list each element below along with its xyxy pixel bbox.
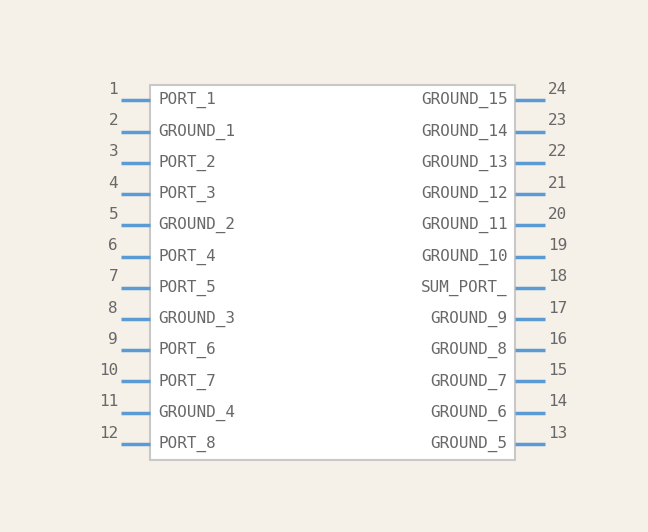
Text: 4: 4 (108, 176, 118, 190)
Text: GROUND_2: GROUND_2 (158, 217, 235, 234)
Text: GROUND_10: GROUND_10 (421, 248, 507, 264)
Text: GROUND_13: GROUND_13 (421, 155, 507, 171)
Text: 10: 10 (98, 363, 118, 378)
Text: 14: 14 (548, 394, 567, 409)
Text: 3: 3 (108, 144, 118, 159)
Text: 22: 22 (548, 144, 567, 159)
Text: GROUND_3: GROUND_3 (158, 311, 235, 327)
Bar (150, 85, 515, 460)
Text: 20: 20 (548, 207, 567, 222)
Text: PORT_2: PORT_2 (158, 155, 216, 171)
Text: GROUND_11: GROUND_11 (421, 217, 507, 234)
Text: 15: 15 (548, 363, 567, 378)
Text: PORT_4: PORT_4 (158, 248, 216, 264)
Text: 21: 21 (548, 176, 567, 190)
Text: GROUND_1: GROUND_1 (158, 123, 235, 139)
Text: 23: 23 (548, 113, 567, 128)
Text: 18: 18 (548, 269, 567, 284)
Text: PORT_6: PORT_6 (158, 342, 216, 359)
Text: 9: 9 (108, 332, 118, 347)
Text: PORT_5: PORT_5 (158, 280, 216, 296)
Text: 19: 19 (548, 238, 567, 253)
Text: GROUND_9: GROUND_9 (431, 311, 507, 327)
Text: GROUND_12: GROUND_12 (421, 186, 507, 202)
Text: PORT_3: PORT_3 (158, 186, 216, 202)
Text: 12: 12 (98, 426, 118, 440)
Text: GROUND_5: GROUND_5 (431, 436, 507, 452)
Text: 24: 24 (548, 82, 567, 97)
Text: GROUND_8: GROUND_8 (431, 342, 507, 359)
Text: GROUND_7: GROUND_7 (431, 373, 507, 389)
Text: GROUND_4: GROUND_4 (158, 405, 235, 421)
Text: 17: 17 (548, 301, 567, 315)
Text: 5: 5 (108, 207, 118, 222)
Text: 1: 1 (108, 82, 118, 97)
Text: GROUND_15: GROUND_15 (421, 92, 507, 109)
Text: PORT_7: PORT_7 (158, 373, 216, 389)
Text: PORT_1: PORT_1 (158, 92, 216, 109)
Text: 16: 16 (548, 332, 567, 347)
Text: SUM_PORT_: SUM_PORT_ (421, 280, 507, 296)
Text: 13: 13 (548, 426, 567, 440)
Text: 8: 8 (108, 301, 118, 315)
Text: 6: 6 (108, 238, 118, 253)
Text: 11: 11 (98, 394, 118, 409)
Text: GROUND_14: GROUND_14 (421, 123, 507, 139)
Text: PORT_8: PORT_8 (158, 436, 216, 452)
Text: GROUND_6: GROUND_6 (431, 405, 507, 421)
Text: 2: 2 (108, 113, 118, 128)
Text: 7: 7 (108, 269, 118, 284)
